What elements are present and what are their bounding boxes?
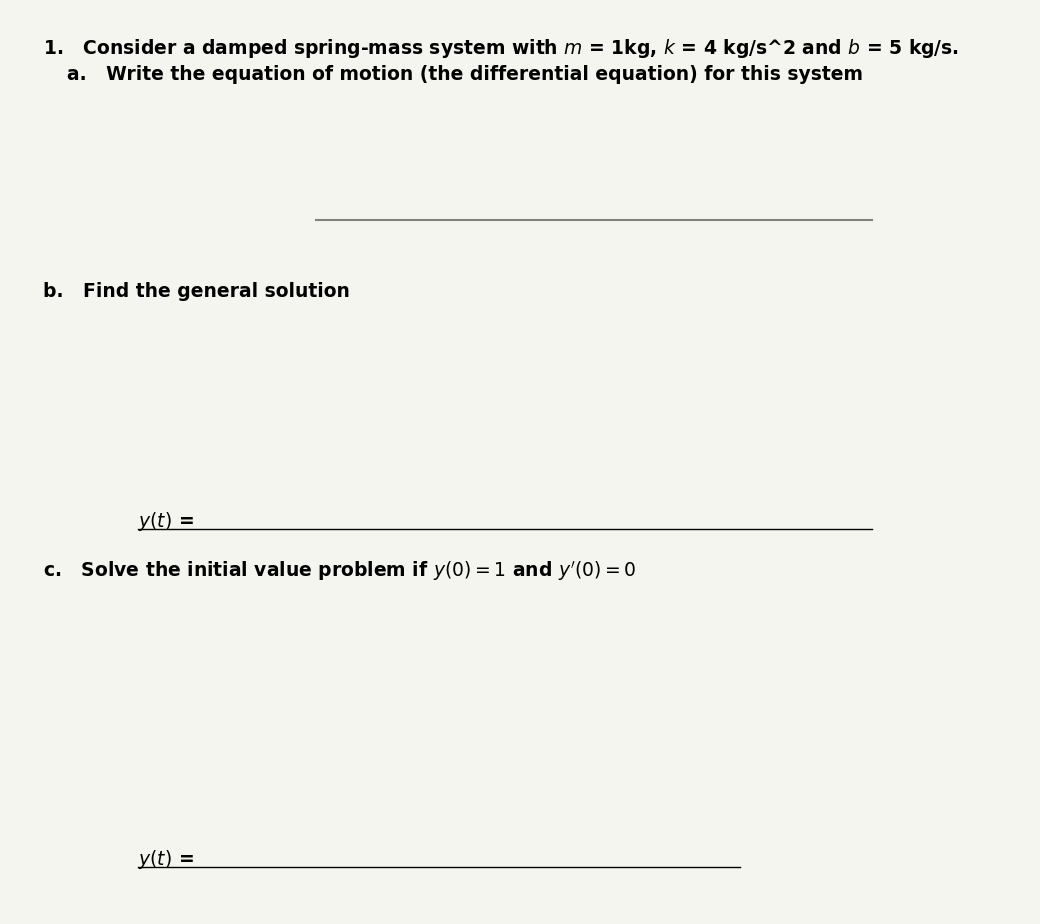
Text: $y(t)$ =: $y(t)$ =	[138, 510, 194, 533]
Text: 1.   Consider a damped spring-mass system with $m$ = 1kg, $k$ = 4 kg/s^2 and $b$: 1. Consider a damped spring-mass system …	[43, 37, 959, 60]
Text: c.   Solve the initial value problem if $y(0) = 1$ and $y'(0) = 0$: c. Solve the initial value problem if $y…	[43, 559, 636, 583]
Text: b.   Find the general solution: b. Find the general solution	[43, 282, 349, 301]
Text: $y(t)$ =: $y(t)$ =	[138, 848, 194, 871]
Text: a.   Write the equation of motion (the differential equation) for this system: a. Write the equation of motion (the dif…	[67, 65, 863, 84]
